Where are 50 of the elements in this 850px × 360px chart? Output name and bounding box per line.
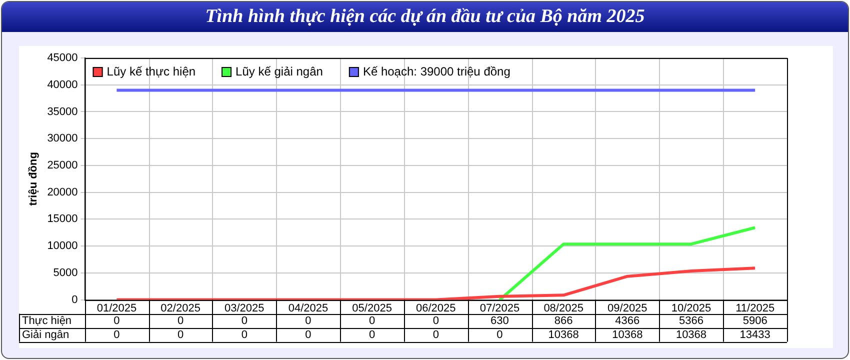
y-tick-label: 40000 — [47, 78, 78, 91]
data-label: 0 — [368, 314, 376, 327]
data-label: 0 — [305, 314, 312, 327]
y-axis-title: triệu đồng — [28, 152, 40, 206]
data-label: 13433 — [740, 328, 770, 341]
legend-label: Lũy kế thực hiện — [106, 64, 196, 78]
x-tick-label: 07/2025 — [480, 302, 520, 314]
x-tick-label: 06/2025 — [416, 302, 456, 314]
x-tick-label: 03/2025 — [224, 302, 264, 314]
data-label: 630 — [490, 314, 509, 327]
x-tick-label: 09/2025 — [608, 302, 648, 314]
text: Thực hiện — [22, 314, 72, 327]
data-label: 0 — [496, 328, 503, 341]
data-label: 866 — [554, 314, 573, 327]
x-tick-label: 04/2025 — [288, 302, 328, 314]
text: 0 — [305, 328, 312, 341]
x-tick-label: 02/2025 — [160, 302, 200, 314]
data-label: 0 — [114, 314, 120, 327]
data-label: 0 — [241, 314, 248, 327]
data-label: 4366 — [615, 314, 640, 327]
data-label: 0 — [432, 314, 439, 327]
y-tick-label: 45000 — [47, 52, 78, 64]
data-label: 10368 — [548, 328, 579, 341]
y-tick-label: 10000 — [47, 240, 78, 252]
legend-label: Lũy kế giải ngân — [236, 64, 323, 78]
y-tick-label: 5000 — [53, 266, 78, 279]
text: 0 — [241, 328, 248, 341]
y-tick-label: 20000 — [47, 186, 78, 198]
data-label: 10368 — [612, 328, 643, 341]
text: 0 — [114, 328, 120, 341]
y-tick-label: 35000 — [47, 106, 78, 118]
text: 0 — [432, 328, 439, 341]
text: 0 — [368, 328, 376, 341]
x-tick-label: 10/2025 — [671, 302, 712, 314]
y-tick-label: 25000 — [47, 160, 78, 172]
text: Giải ngân — [22, 328, 70, 341]
x-tick-label: 08/2025 — [544, 302, 584, 314]
data-label: 10368 — [676, 328, 707, 341]
text: 0 — [177, 328, 184, 341]
chart-title: Tình hình thực hiện các dự án đầu tư của Bộ năm 2025 — [2, 2, 848, 32]
data-label: 5906 — [742, 314, 768, 327]
y-tick-label: 15000 — [47, 213, 78, 226]
data-label: 0 — [177, 314, 184, 327]
x-tick-label: 01/2025 — [96, 302, 137, 314]
x-tick-label: 05/2025 — [352, 302, 392, 314]
data-label: 5366 — [679, 314, 704, 327]
legend-label: Kế hoạch: 39000 triệu đồng — [362, 64, 510, 78]
y-tick-label: 0 — [72, 294, 78, 306]
x-tick-label: 11/2025 — [736, 302, 775, 314]
y-tick-label: 30000 — [47, 132, 78, 145]
